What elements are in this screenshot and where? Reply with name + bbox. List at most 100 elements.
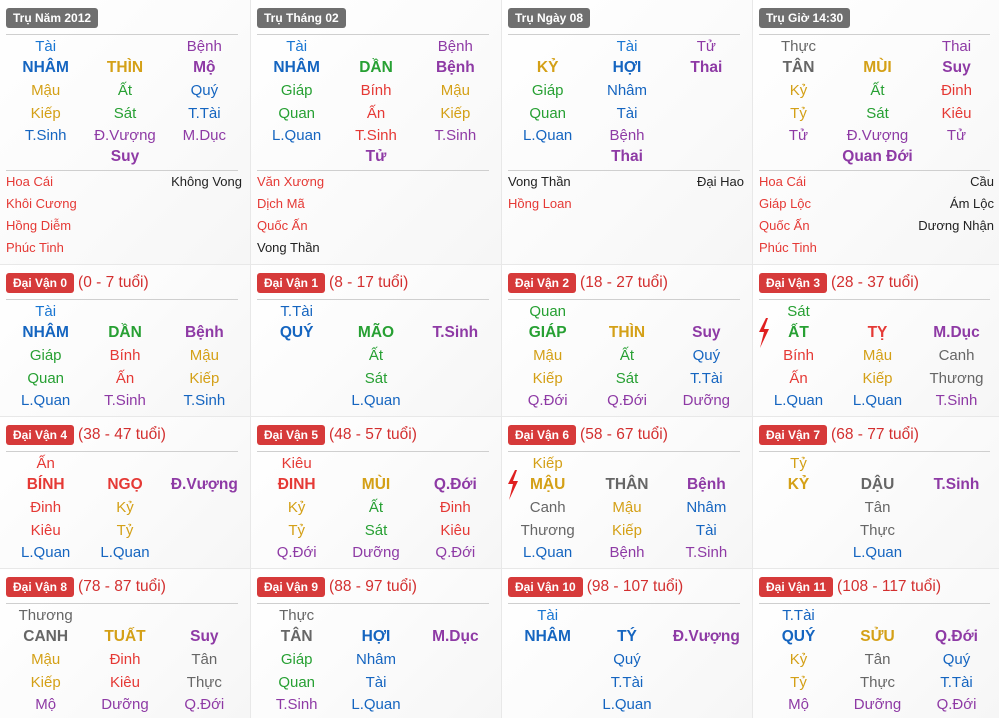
info-row: Kiêu: [257, 452, 495, 474]
row-cell: TỴ: [867, 324, 888, 342]
spirit-star-right: Cầu: [970, 174, 994, 190]
dai-van-badge: Đại Vận 1: [257, 273, 326, 293]
row-cell: Ất: [368, 499, 384, 517]
row-cell: L.Quan: [852, 391, 903, 409]
row-cell: Đ.Vượng: [170, 476, 238, 494]
dai-van-cell: Đại Vận 3 (28 - 37 tuổi) Sát ẤT TỴ M.Dục Bính M…: [753, 265, 999, 416]
pillar-header: Trụ Ngày 08: [508, 4, 746, 32]
info-row: T.Sinh L.Quan: [257, 693, 495, 715]
row-cell: TÂN: [280, 628, 313, 646]
row-cell: THÂN: [605, 476, 649, 494]
pillar-day: Trụ Ngày 08 Tài Tử KỶ HỢI Thai Giáp Nhâm Quan Tài…: [502, 0, 752, 264]
info-row: Quan Ấn Kiếp: [6, 367, 244, 389]
divider: [6, 451, 238, 452]
row-cell: Dưỡng: [853, 695, 902, 713]
divider: [508, 34, 740, 35]
info-row: Tỷ Sát Kiêu: [759, 102, 996, 124]
row-cell: Tỷ: [790, 673, 807, 691]
row-cell: M.Dục: [933, 324, 980, 342]
info-row: Thương: [6, 604, 244, 626]
info-row: L.Quan L.Quan T.Sinh: [759, 389, 996, 411]
info-row: Giáp Bính Mậu: [6, 345, 244, 367]
spirit-star-right: Ám Lộc: [949, 196, 994, 212]
info-row: Thương Kiếp Tài: [508, 519, 746, 541]
info-row: Quan: [508, 300, 746, 322]
info-row: L.Quan: [508, 693, 746, 715]
row-cell: TUẤT: [104, 628, 146, 646]
dai-van-cell: Đại Vận 10 (98 - 107 tuổi) Tài NHÂM TÝ Đ.Vượn…: [502, 569, 752, 718]
spirit-star-right: [125, 193, 244, 215]
row-cell: Tử: [788, 126, 809, 144]
info-row: T.Tài: [508, 671, 746, 693]
info-row: Giáp Bính Mậu: [257, 80, 495, 102]
row-cell: HỢI: [361, 628, 391, 646]
info-row: L.Quan T.Sinh T.Sinh: [257, 124, 495, 146]
row-cell: Tài: [616, 37, 638, 55]
dai-van-badge: Đại Vận 6: [508, 425, 577, 445]
spirit-star-right: [376, 215, 495, 237]
age-range: (8 - 17 tuổi): [329, 274, 409, 291]
row-cell: Q.Đới: [935, 628, 978, 646]
spirit-star-left: Hoa Cái: [6, 174, 53, 190]
can-chi-row: ĐINH MÙI Q.Đới: [257, 474, 495, 496]
row-cell: Quý: [190, 82, 219, 100]
row-cell: Bệnh: [686, 476, 726, 494]
row-cell: NHÂM: [22, 324, 69, 342]
row-cell: Ấn: [115, 369, 135, 387]
info-row: Tài Bệnh: [257, 35, 495, 57]
row-cell: Ấn: [36, 454, 55, 472]
row-cell: Sát: [113, 104, 137, 122]
row-cell: Tài: [616, 104, 638, 122]
pillar-title-badge: Trụ Giờ 14:30: [759, 8, 851, 28]
spirit-star-right: Dương Nhận: [918, 218, 994, 234]
row-cell: Q.Đới: [435, 543, 476, 561]
info-row: Kiếp Sát T.Tài: [6, 102, 244, 124]
info-row: T.Sinh Đ.Vượng M.Dục: [6, 124, 244, 146]
lightning-icon: [506, 470, 520, 501]
pillar-header: Trụ Giờ 14:30: [759, 4, 996, 32]
info-row: Tỷ Sát Kiêu: [257, 519, 495, 541]
divider: [508, 451, 740, 452]
row-cell: Bệnh: [435, 59, 475, 77]
dai-van-badge: Đại Vận 9: [257, 577, 326, 597]
can-chi-row: NHÂM TÝ Đ.Vượng: [508, 626, 746, 648]
row-cell: Thực: [780, 37, 817, 55]
can-chi-row: ẤT TỴ M.Dục: [759, 318, 996, 349]
row-cell: T.Tài: [690, 369, 723, 387]
row-cell: Suy: [692, 324, 721, 342]
row-cell: Bệnh: [437, 37, 473, 55]
row-cell: Đinh: [941, 82, 972, 100]
spirit-star-left: Văn Xương: [257, 174, 325, 190]
row-cell: Kiêu: [281, 454, 312, 472]
info-row: Sát: [257, 367, 495, 389]
row-cell: Quan: [278, 104, 316, 122]
row-cell: Mậu: [189, 347, 219, 365]
row-cell: L.Quan: [852, 543, 903, 561]
row-cell: T.Sinh: [434, 126, 477, 144]
row-cell: Bệnh: [609, 126, 645, 144]
life-phase-label: Quan Đới: [842, 148, 913, 166]
info-row: Quan Ấn Kiếp: [257, 102, 495, 124]
row-cell: Mậu: [862, 347, 893, 365]
row-cell: NHÂM: [22, 59, 69, 77]
can-chi-row: KỶ DẬU T.Sinh: [759, 474, 996, 496]
row-cell: Sát: [615, 369, 639, 387]
divider: [759, 34, 990, 35]
pillar-header: Trụ Tháng 02: [257, 4, 495, 32]
row-cell: Mậu: [440, 82, 470, 100]
info-row: L.Quan L.Quan: [6, 541, 244, 563]
row-cell: T.Tài: [940, 673, 973, 691]
age-range: (48 - 57 tuổi): [329, 426, 417, 443]
row-cell: Tài: [35, 37, 57, 55]
row-cell: Thực: [859, 673, 896, 691]
row-cell: M.Dục: [182, 126, 226, 144]
row-cell: Đinh: [439, 499, 471, 517]
row-cell: M.Dục: [432, 628, 479, 646]
dai-van-cell: Đại Vận 1 (8 - 17 tuổi) T.Tài QUÝ MÃO T.Sinh Ấ…: [251, 265, 501, 416]
row-cell: ĐINH: [277, 476, 316, 494]
info-row: Mậu Ất Quý: [6, 80, 244, 102]
row-cell: Mậu: [533, 347, 563, 365]
info-row: Thực Thai: [759, 35, 996, 57]
divider: [6, 34, 238, 35]
row-cell: Tài: [365, 673, 387, 691]
